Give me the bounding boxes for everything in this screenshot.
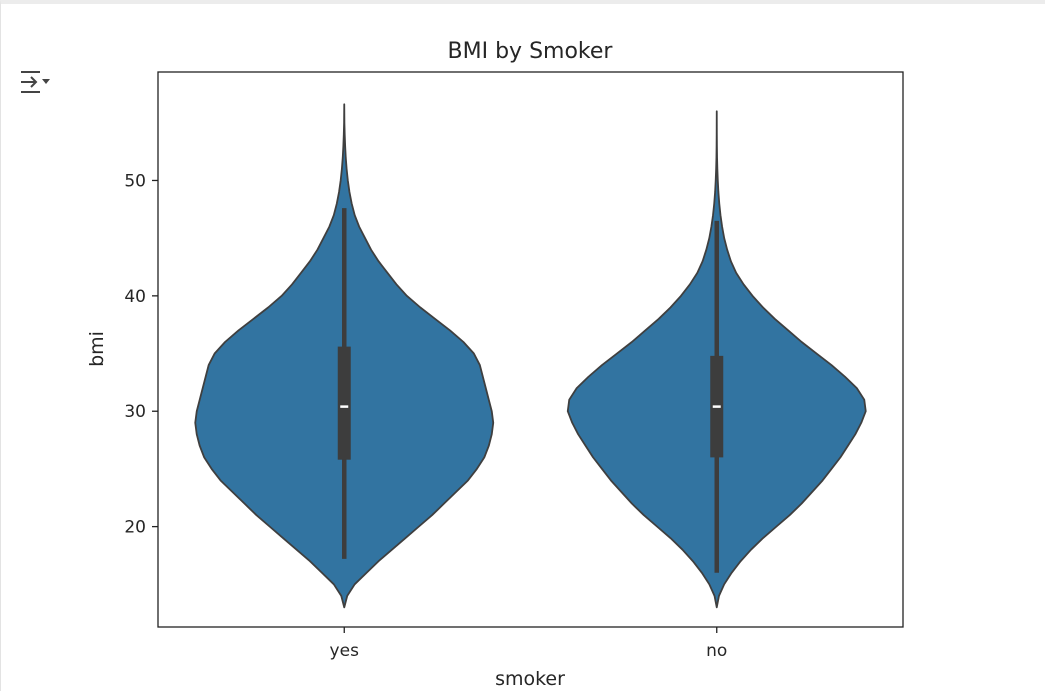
- y-tick-label-20: 20: [124, 518, 146, 538]
- violin-chart: 20 30 40 50 yes no BMI by Smoker smoker bmi: [86, 39, 904, 690]
- x-tick-label-no: no: [706, 641, 727, 661]
- y-tick-label-40: 40: [124, 287, 146, 307]
- plot-frame: [157, 71, 904, 628]
- collapse-output-icon[interactable]: [18, 67, 52, 97]
- iqr-box-yes: [337, 346, 351, 460]
- x-axis-label: smoker: [495, 668, 565, 690]
- y-tick-label-50: 50: [124, 171, 146, 191]
- y-tick-label-30: 30: [124, 402, 146, 422]
- chart-title: BMI by Smoker: [448, 39, 614, 64]
- y-axis-label: bmi: [86, 331, 108, 367]
- x-tick-label-yes: yes: [330, 641, 360, 661]
